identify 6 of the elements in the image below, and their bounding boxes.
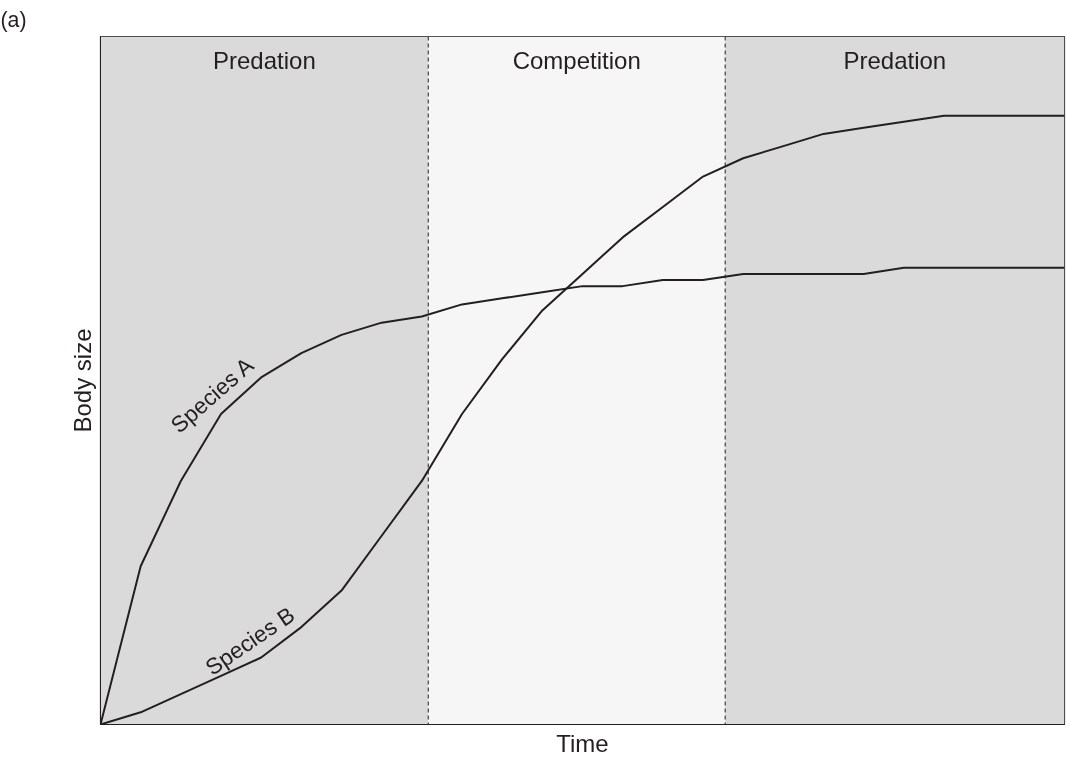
y-axis-title: Body size (68, 328, 96, 433)
text: Predation (213, 47, 316, 75)
x-axis-title: Time (556, 729, 609, 757)
text: Predation (843, 47, 947, 75)
text: Competition (512, 47, 641, 75)
text: (a) (0, 7, 27, 32)
